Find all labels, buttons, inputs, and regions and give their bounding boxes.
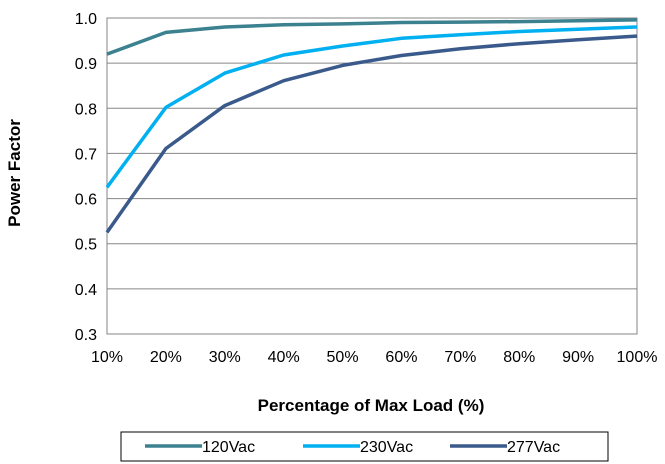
- legend: 120Vac 230Vac 277Vac: [120, 431, 609, 462]
- y-tick-label: 0.4: [75, 282, 97, 299]
- y-axis-title: Power Factor: [5, 119, 24, 227]
- y-tick-label: 0.7: [75, 146, 97, 163]
- series-line-277vac: [105, 34, 638, 234]
- x-tick-label: 50%: [327, 349, 359, 366]
- x-axis-ticks: 10% 20% 30% 40% 50% 60% 70% 80% 90% 100%: [91, 349, 657, 366]
- x-tick-label: 40%: [268, 349, 300, 366]
- x-tick-label: 30%: [209, 349, 241, 366]
- x-tick-label: 80%: [503, 349, 535, 366]
- legend-label: 230Vac: [360, 439, 413, 456]
- x-tick-label: 90%: [562, 349, 594, 366]
- x-axis-title: Percentage of Max Load (%): [258, 396, 485, 415]
- y-tick-label: 0.3: [75, 327, 97, 344]
- y-tick-label: 0.5: [75, 237, 97, 254]
- y-axis-ticks: 0.3 0.4 0.5 0.6 0.7 0.8 0.9 1.0: [75, 11, 97, 344]
- y-tick-label: 0.6: [75, 192, 97, 209]
- legend-label: 120Vac: [202, 439, 255, 456]
- y-tick-label: 0.9: [75, 56, 97, 73]
- x-tick-label: 20%: [150, 349, 182, 366]
- x-tick-label: 60%: [385, 349, 417, 366]
- series-line-120vac: [106, 18, 638, 56]
- legend-label: 277Vac: [507, 439, 560, 456]
- gridlines: [107, 62, 637, 290]
- series-line-230vac: [105, 25, 638, 189]
- x-tick-label: 10%: [91, 349, 123, 366]
- plot-area: [106, 17, 638, 335]
- legend-box: [120, 431, 609, 462]
- y-tick-label: 1.0: [75, 11, 97, 28]
- x-tick-label: 70%: [444, 349, 476, 366]
- y-tick-label: 0.8: [75, 101, 97, 118]
- series-lines: [105, 18, 638, 234]
- x-tick-label: 100%: [617, 349, 658, 366]
